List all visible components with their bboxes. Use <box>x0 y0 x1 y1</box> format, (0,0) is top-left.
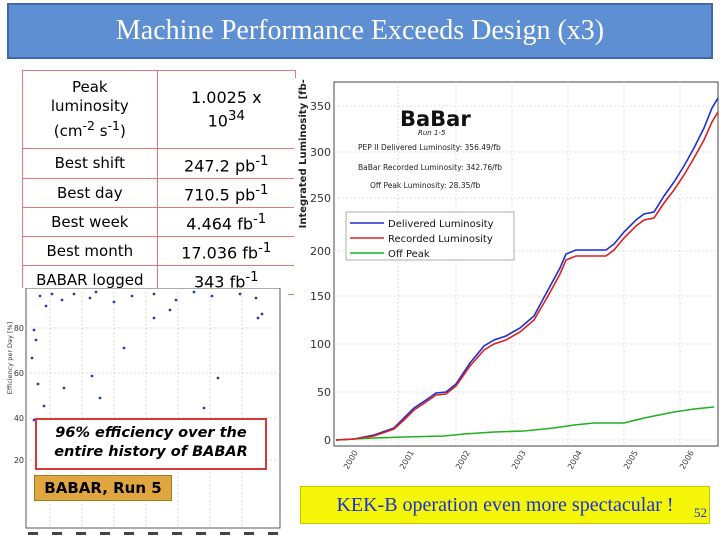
run-range: Run 1-5 <box>418 129 446 137</box>
delivered-line <box>335 97 719 441</box>
table-row: Best shift 247.2 pb-1 <box>22 148 297 179</box>
title-banner <box>7 3 713 59</box>
efficiency-point <box>210 294 214 298</box>
luminosity-ytick: 0 <box>324 434 331 447</box>
best-week-value: 4.464 fb-1 <box>156 207 297 237</box>
run-badge <box>34 475 172 501</box>
efficiency-point <box>192 290 196 294</box>
efficiency-xtick <box>100 532 110 535</box>
luminosity-ytick: 150 <box>310 290 331 303</box>
best-month-value: 17.036 fb-1 <box>156 236 297 266</box>
luminosity-plot: Integrated Luminosity [fb-1] 0 50 100 15… <box>294 78 720 496</box>
offpeak-line <box>335 406 715 441</box>
efficiency-point <box>202 406 206 410</box>
legend-recorded: Recorded Luminosity <box>388 234 493 245</box>
efficiency-xtick <box>148 532 158 535</box>
legend-offpeak: Off Peak <box>388 249 430 260</box>
efficiency-point <box>174 298 178 302</box>
efficiency-point <box>130 294 134 298</box>
efficiency-point <box>72 292 76 296</box>
efficiency-note: 96% efficiency over the entire history o… <box>54 425 248 460</box>
efficiency-point <box>168 308 172 312</box>
table-row: Best week 4.464 fb-1 <box>22 207 297 237</box>
efficiency-point <box>88 296 92 300</box>
efficiency-point <box>98 396 102 400</box>
efficiency-xtick <box>172 532 182 535</box>
efficiency-point <box>94 290 98 294</box>
efficiency-point <box>216 376 220 380</box>
efficiency-point <box>36 382 40 386</box>
efficiency-ytick: 20 <box>14 456 24 465</box>
efficiency-xtick <box>52 532 62 535</box>
best-month-label: Best month <box>22 236 158 266</box>
efficiency-point <box>30 356 34 360</box>
efficiency-point <box>152 292 156 296</box>
best-day-value: 710.5 pb-1 <box>156 178 297 208</box>
efficiency-point <box>112 300 116 304</box>
luminosity-ytick: 200 <box>310 245 331 258</box>
run-label: BABAR, Run 5 <box>44 479 162 497</box>
best-shift-value: 247.2 pb-1 <box>156 148 297 179</box>
best-shift-label: Best shift <box>22 148 158 179</box>
efficiency-xtick <box>28 532 38 535</box>
efficiency-point <box>44 304 48 308</box>
efficiency-xtick <box>124 532 134 535</box>
slide-title: Machine Performance Exceeds Design (x3) <box>115 15 605 46</box>
highlight-banner <box>300 486 710 524</box>
efficiency-ytick: 80 <box>14 324 24 333</box>
peak-luminosity-label: Peak luminosity (cm-2 s-1) <box>22 70 158 149</box>
banner-text: KEK-B operation even more spectacular ! <box>336 493 674 516</box>
peak-luminosity-value: 1.0025 x 1034 <box>156 70 297 149</box>
table-row: Best day 710.5 pb-1 <box>22 178 297 208</box>
page-number: 52 <box>694 505 707 520</box>
efficiency-plot: Efficiency per Day [%] 80 60 40 20 <box>4 288 288 540</box>
efficiency-point <box>60 298 64 302</box>
table-row: Best month 17.036 fb-1 <box>22 236 297 266</box>
luminosity-ylabel: Integrated Luminosity [fb-1] <box>298 78 309 228</box>
performance-table: Peak luminosity (cm-2 s-1) 1.0025 x 1034 Be… <box>22 70 297 295</box>
efficiency-xtick <box>244 532 254 535</box>
efficiency-xtick <box>196 532 206 535</box>
best-week-label: Best week <box>22 207 158 237</box>
table-row: Peak luminosity (cm-2 s-1) 1.0025 x 1034 <box>22 70 297 149</box>
efficiency-xticks <box>28 532 278 535</box>
luminosity-ytick: 250 <box>310 192 331 205</box>
stat-recorded: BaBar Recorded Luminosity: 342.76/fb <box>358 163 502 172</box>
babar-logo: BaBar <box>400 107 471 131</box>
luminosity-ytick: 300 <box>310 146 331 159</box>
stat-offpeak: Off Peak Luminosity: 28.35/fb <box>370 181 481 190</box>
efficiency-point <box>38 294 42 298</box>
stat-delivered: PEP II Delivered Luminosity: 356.49/fb <box>358 143 501 152</box>
efficiency-point <box>152 316 156 320</box>
efficiency-point <box>50 292 54 296</box>
efficiency-point <box>238 292 242 296</box>
efficiency-ytick: 60 <box>14 369 24 378</box>
luminosity-ytick: 100 <box>310 338 331 351</box>
recorded-line <box>335 111 719 441</box>
efficiency-point <box>254 296 258 300</box>
efficiency-points <box>30 290 264 422</box>
efficiency-ytick: 40 <box>14 414 24 423</box>
luminosity-ytick: 350 <box>310 100 331 113</box>
efficiency-ylabel: Efficiency per Day [%] <box>6 322 14 394</box>
efficiency-point <box>260 312 264 316</box>
legend-delivered: Delivered Luminosity <box>388 219 494 230</box>
efficiency-point <box>122 346 126 350</box>
efficiency-point <box>256 316 260 320</box>
efficiency-xtick <box>268 532 278 535</box>
best-day-label: Best day <box>22 178 158 208</box>
efficiency-point <box>32 418 36 422</box>
efficiency-point <box>90 374 94 378</box>
efficiency-xtick <box>220 532 230 535</box>
efficiency-note-box <box>35 418 267 470</box>
efficiency-point <box>42 404 46 408</box>
efficiency-point <box>34 338 38 342</box>
efficiency-point <box>62 386 66 390</box>
efficiency-xtick <box>76 532 86 535</box>
luminosity-ytick: 50 <box>317 386 331 399</box>
efficiency-point <box>32 328 36 332</box>
legend-box <box>345 211 515 261</box>
